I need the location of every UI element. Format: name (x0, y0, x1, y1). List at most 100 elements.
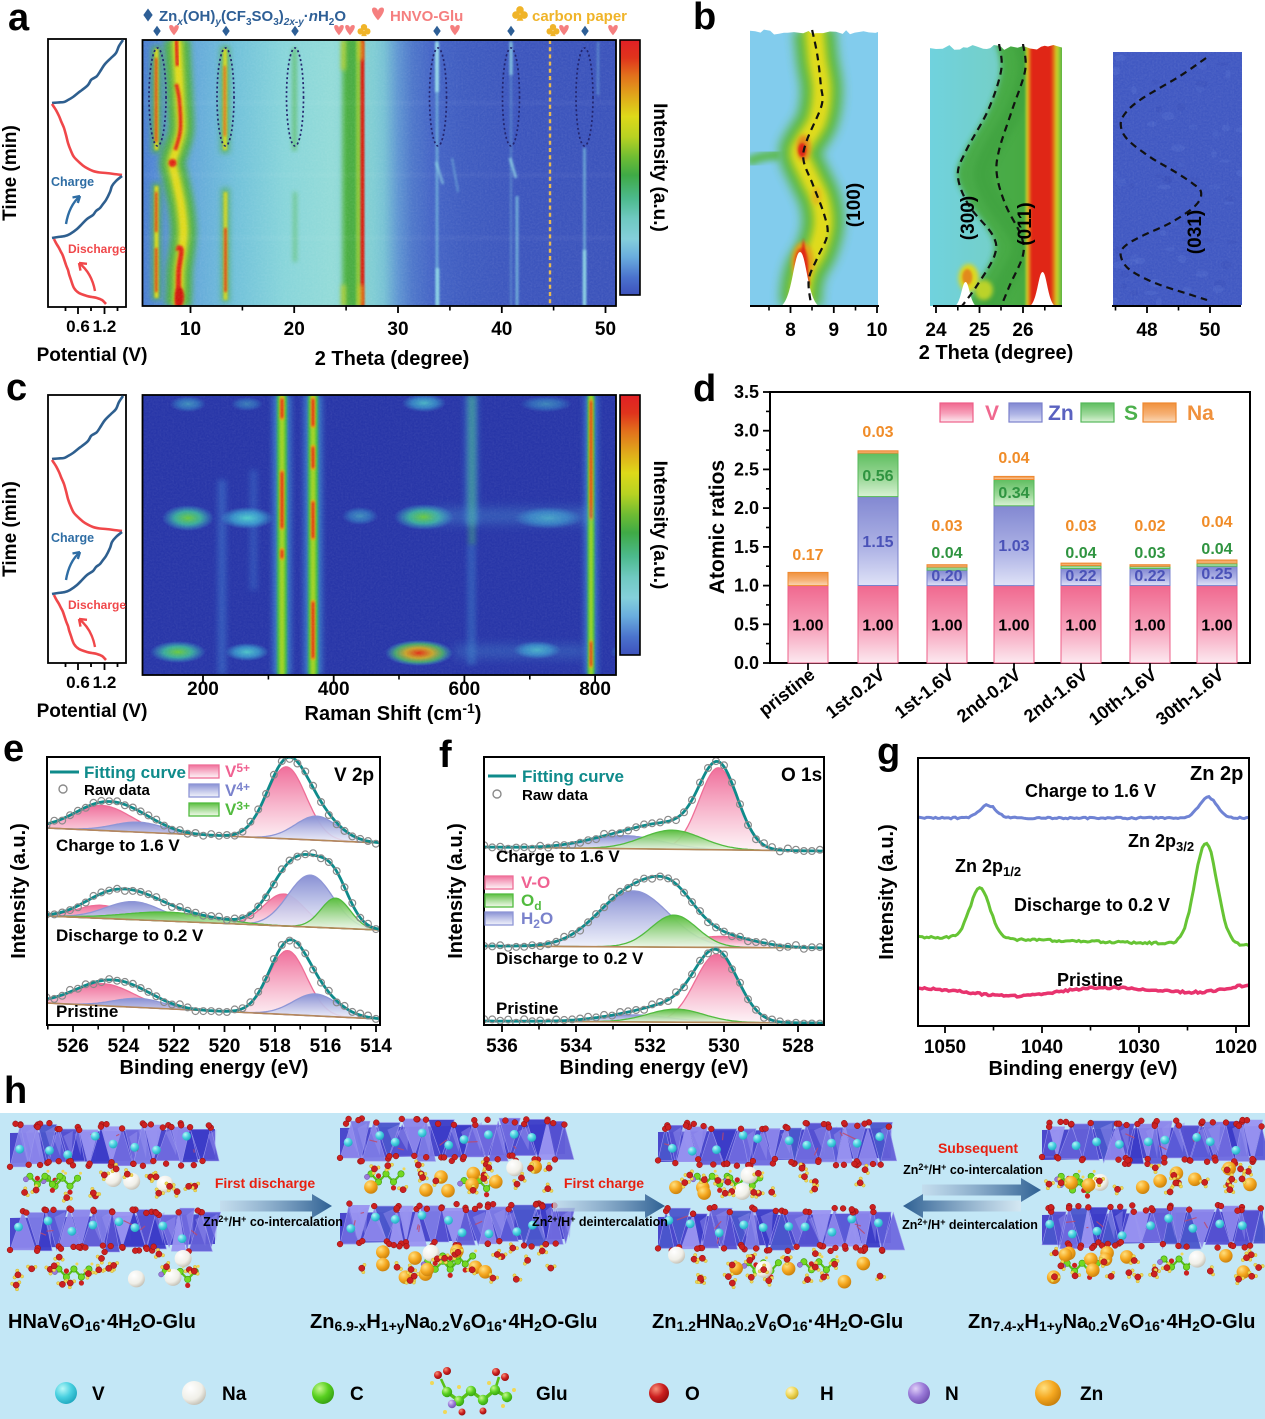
svg-text:Raw data: Raw data (522, 787, 589, 804)
svg-text:e: e (3, 728, 24, 770)
svg-text:N: N (945, 1384, 959, 1405)
svg-text:First charge: First charge (564, 1175, 644, 1191)
svg-text:400: 400 (318, 679, 350, 700)
svg-text:26: 26 (1012, 320, 1033, 341)
svg-text:HNVO-Glu: HNVO-Glu (390, 8, 463, 25)
svg-text:0.0: 0.0 (734, 653, 759, 673)
svg-text:Zn2+/H+ co-intercalation: Zn2+/H+ co-intercalation (203, 1214, 343, 1229)
svg-text:0.6: 0.6 (66, 317, 90, 336)
svg-text:1.00: 1.00 (1134, 617, 1165, 634)
svg-text:1.00: 1.00 (931, 617, 962, 634)
svg-text:Raw data: Raw data (84, 782, 151, 799)
svg-text:d: d (693, 368, 716, 410)
svg-text:516: 516 (310, 1036, 342, 1057)
svg-text:Pristine: Pristine (496, 999, 558, 1018)
svg-text:0.04: 0.04 (1065, 545, 1096, 562)
svg-text:0.34: 0.34 (998, 485, 1029, 502)
svg-text:2nd-0.2V: 2nd-0.2V (953, 664, 1024, 726)
svg-text:2.0: 2.0 (734, 498, 759, 518)
svg-text:1.00: 1.00 (792, 617, 823, 634)
svg-text:1.0: 1.0 (734, 576, 759, 596)
svg-text:Discharge to 0.2 V: Discharge to 0.2 V (496, 949, 644, 968)
svg-text:10th-1.6V: 10th-1.6V (1085, 664, 1160, 729)
svg-text:Intensity (a.u.): Intensity (a.u.) (649, 103, 670, 232)
svg-text:200: 200 (187, 679, 219, 700)
svg-text:50: 50 (595, 319, 616, 340)
svg-text:534: 534 (560, 1036, 592, 1057)
svg-text:518: 518 (259, 1036, 291, 1057)
svg-text:600: 600 (449, 679, 481, 700)
svg-text:Znx(OH)y(CF3SO3)2x-y·nH2O: Znx(OH)y(CF3SO3)2x-y·nH2O (159, 8, 346, 28)
svg-text:0.56: 0.56 (862, 468, 893, 485)
svg-text:HNaV6O16·4H2O-Glu: HNaV6O16·4H2O-Glu (8, 1311, 196, 1334)
svg-text:1.03: 1.03 (998, 538, 1029, 555)
svg-text:48: 48 (1136, 320, 1157, 341)
svg-text:(011): (011) (1015, 202, 1036, 245)
svg-text:V: V (985, 402, 999, 425)
svg-text:Discharge to 0.2 V: Discharge to 0.2 V (1014, 895, 1170, 915)
svg-text:Zn 2p: Zn 2p (1190, 763, 1243, 785)
svg-text:Intensity (a.u.): Intensity (a.u.) (649, 461, 670, 590)
svg-text:Discharge to 0.2 V: Discharge to 0.2 V (56, 926, 204, 945)
svg-text:0.5: 0.5 (734, 614, 759, 634)
svg-text:Atomic ratios: Atomic ratios (706, 460, 729, 594)
svg-text:0.03: 0.03 (931, 518, 962, 535)
svg-text:24: 24 (925, 320, 947, 341)
svg-text:50: 50 (1199, 320, 1220, 341)
svg-text:Fitting curve: Fitting curve (522, 767, 624, 786)
svg-text:Intensity (a.u.): Intensity (a.u.) (8, 823, 30, 959)
svg-text:0.03: 0.03 (1134, 545, 1165, 562)
svg-text:3.5: 3.5 (734, 382, 759, 402)
svg-text:20: 20 (284, 319, 305, 340)
svg-text:Pristine: Pristine (1057, 970, 1123, 990)
svg-text:Charge to 1.6 V: Charge to 1.6 V (496, 847, 620, 866)
svg-text:0.22: 0.22 (1065, 568, 1096, 585)
svg-text:Subsequent: Subsequent (938, 1140, 1018, 1156)
svg-text:Binding energy (eV): Binding energy (eV) (120, 1057, 309, 1079)
svg-text:h: h (4, 1070, 27, 1112)
svg-text:8: 8 (785, 320, 796, 341)
svg-text:C: C (350, 1384, 364, 1405)
svg-text:Binding energy (eV): Binding energy (eV) (989, 1058, 1178, 1080)
svg-text:1020: 1020 (1215, 1037, 1257, 1058)
svg-text:40: 40 (491, 319, 512, 340)
svg-text:0.17: 0.17 (792, 547, 823, 564)
svg-text:10: 10 (866, 320, 887, 341)
svg-text:1.00: 1.00 (1201, 617, 1232, 634)
svg-text:Zn: Zn (1048, 402, 1074, 425)
svg-text:H: H (820, 1384, 834, 1405)
svg-text:3.0: 3.0 (734, 421, 759, 441)
svg-text:Pristine: Pristine (56, 1002, 118, 1021)
svg-text:Charge: Charge (51, 531, 94, 545)
svg-text:524: 524 (108, 1036, 140, 1057)
svg-text:0.03: 0.03 (1065, 518, 1096, 535)
svg-text:2 Theta (degree): 2 Theta (degree) (315, 348, 469, 370)
svg-text:30th-1.6V: 30th-1.6V (1152, 664, 1227, 729)
svg-text:pristine: pristine (755, 664, 819, 720)
svg-text:(300): (300) (958, 196, 979, 240)
svg-text:Raman Shift (cm-1): Raman Shift (cm-1) (305, 700, 482, 725)
svg-text:530: 530 (708, 1036, 740, 1057)
svg-text:b: b (693, 0, 716, 38)
svg-text:0.6: 0.6 (66, 673, 90, 692)
svg-text:a: a (8, 0, 30, 39)
svg-text:carbon paper: carbon paper (532, 8, 627, 25)
svg-text:0.25: 0.25 (1201, 566, 1232, 583)
svg-text:H2O: H2O (521, 909, 553, 931)
svg-text:Glu: Glu (536, 1384, 568, 1405)
svg-text:(031): (031) (1185, 210, 1206, 254)
svg-text:9: 9 (829, 320, 840, 341)
svg-text:S: S (1124, 402, 1138, 425)
svg-text:1.15: 1.15 (862, 534, 893, 551)
svg-text:1.00: 1.00 (862, 617, 893, 634)
svg-text:Fitting curve: Fitting curve (84, 763, 186, 782)
svg-text:2.5: 2.5 (734, 459, 759, 479)
svg-text:Zn2+/H+ co-intercalation: Zn2+/H+ co-intercalation (903, 1162, 1043, 1177)
svg-text:Zn: Zn (1080, 1384, 1103, 1405)
svg-text:536: 536 (486, 1036, 518, 1057)
svg-text:0.04: 0.04 (931, 545, 962, 562)
svg-text:1050: 1050 (924, 1037, 966, 1058)
svg-text:1.5: 1.5 (734, 537, 759, 557)
svg-text:Charge to 1.6 V: Charge to 1.6 V (56, 836, 180, 855)
svg-text:Time (min): Time (min) (0, 125, 21, 221)
